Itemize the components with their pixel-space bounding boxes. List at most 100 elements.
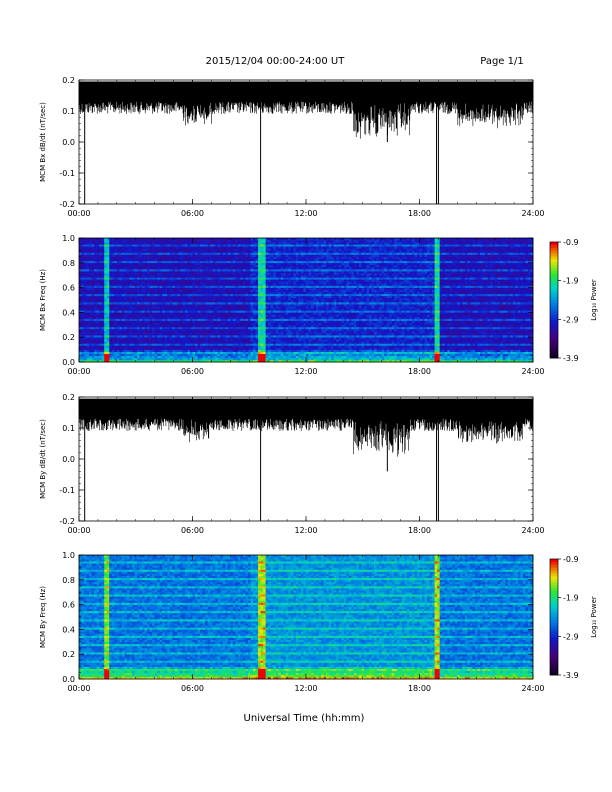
spectrogram-cell [154,320,158,324]
spectrogram-cell [79,331,82,334]
spectrogram-cell [86,331,90,334]
spectrogram-cell [126,258,130,262]
spectrogram-cell [278,238,282,241]
spectrogram-cell [116,320,120,324]
spectrogram-cell [167,277,171,280]
spectrogram-cell [134,355,138,359]
spectrogram-cell [91,335,95,338]
spectrogram-cell [182,322,186,326]
spectrogram-cell [265,273,269,276]
spectrogram-cell [79,357,82,361]
spectrogram-cell [212,333,216,336]
spectrogram-cell [237,312,241,315]
spectrogram-cell [187,254,191,257]
spectrogram-cell [142,316,145,319]
spectrogram-cell [192,291,196,295]
spectrogram-cell [187,275,191,278]
spectrogram-cell [265,347,269,350]
spectrogram-cell [275,306,279,309]
spectrogram-cell [139,306,143,309]
spectrogram-cell [280,273,284,276]
spectrogram-cell [200,300,203,303]
spectrogram-cell [240,345,244,348]
spectrogram-cell [159,275,163,278]
spectrogram-cell [134,279,138,282]
spectrogram-cell [260,341,264,344]
spectrogram-cell [149,302,153,305]
spectrogram-cell [245,289,249,293]
spectrogram-cell [222,355,226,359]
spectrogram-cell [215,250,219,253]
spectrogram-cell [200,244,203,247]
spectrogram-cell [149,324,153,328]
spectrogram-cell [106,351,110,355]
spectrogram-cell [104,300,108,303]
spectrogram-cell [154,246,158,249]
spectrogram-cell [116,308,120,311]
spectrogram-cell [172,355,176,359]
spectrogram-cell [84,339,87,342]
spectrogram-cell [197,248,201,251]
spectrogram-cell [144,260,148,264]
spectrogram-cell [169,345,173,348]
spectrogram-cell [174,331,178,334]
spectrogram-cell [200,304,203,307]
spectrogram-cell [240,250,244,253]
spectrogram-cell [210,331,213,334]
spectrogram-cell [134,242,138,245]
spectrogram-cell [265,271,269,274]
spectrogram-cell [258,312,261,315]
spectrogram-cell [169,297,173,301]
spectrogram-cell [217,341,221,344]
spectrogram-cell [79,308,82,311]
spectrogram-cell [187,355,191,359]
spectrogram-cell [154,287,158,290]
spectrogram-cell [195,252,198,255]
spectrogram-cell [106,345,110,348]
spectrogram-cell [227,271,231,274]
spectrogram-cell [253,320,256,324]
x-tick-label: 12:00 [294,209,317,218]
spectrogram-cell [247,244,251,247]
spectrogram-cell [270,353,274,357]
spectrogram-cell [81,355,85,359]
spectrogram-cell [179,264,183,268]
spectrogram-cell [260,347,264,350]
spectrogram-cell [237,351,241,355]
spectrogram-cell [106,289,110,293]
spectrogram-cell [174,339,178,342]
spectrogram-cell [167,275,171,278]
spectrogram-cell [245,238,249,241]
spectrogram-cell [278,242,282,245]
spectrogram-cell [154,306,158,309]
spectrogram-cell [225,333,229,336]
spectrogram-cell [119,337,123,340]
spectrogram-cell [270,312,274,315]
spectrogram-cell [154,302,158,305]
spectrogram-cell [169,326,173,330]
spectrogram-cell [101,306,105,309]
spectrogram-cell [273,318,277,321]
spectrogram-cell [240,304,244,307]
spectrogram-cell [124,312,128,315]
spectrogram-cell [144,264,148,268]
spectrogram-cell [99,304,102,307]
spectrogram-cell [149,359,153,363]
spectrogram-cell [235,324,239,328]
spectrogram-cell [131,256,135,259]
spectrogram-cell [131,283,135,286]
spectrogram-cell [159,297,163,301]
spectrogram-cell [187,322,191,326]
spectrogram-cell [84,240,87,243]
spectrogram-cell [210,341,213,344]
spectrogram-cell [207,289,211,293]
spectrogram-cell [84,312,87,315]
spectrogram-cell [157,287,161,290]
spectrogram-cell [144,293,148,297]
spectrogram-cell [255,331,259,334]
spectrogram-cell [79,326,82,330]
spectrogram-cell [192,252,196,255]
spectrogram-cell [152,254,155,257]
spectrogram-cell [167,320,171,324]
spectrogram-cell [144,246,148,249]
